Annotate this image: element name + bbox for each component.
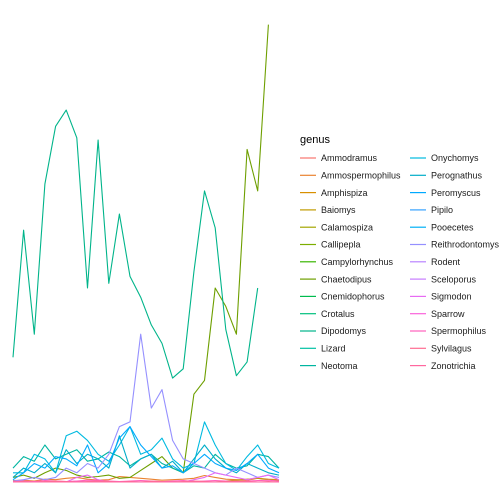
legend-label: Baiomys: [321, 205, 356, 215]
legend-label: Campylorhynchus: [321, 257, 394, 267]
legend-item-crotalus: Crotalus: [300, 309, 355, 319]
legend-label: Calamospiza: [321, 222, 373, 232]
series-line-reithrodontomys: [12, 333, 280, 482]
legend-label: Sceloporus: [431, 274, 477, 284]
series-line-onychomys: [13, 421, 280, 474]
series-line-ammospermophilus: [12, 474, 280, 482]
legend-item-campylorhynchus: Campylorhynchus: [300, 257, 394, 267]
legend-label: Callipepla: [321, 240, 361, 250]
series-line-dipodomys: [12, 109, 259, 379]
legend-title: genus: [300, 134, 330, 146]
legend-item-sceloporus: Sceloporus: [410, 274, 477, 284]
legend-label: Chaetodipus: [321, 274, 372, 284]
legend-label: Lizard: [321, 344, 346, 354]
legend-item-perognathus: Perognathus: [410, 171, 483, 181]
legend-item-ammodramus: Ammodramus: [300, 153, 378, 163]
legend-item-calamospiza: Calamospiza: [300, 222, 373, 232]
legend-label: Pipilo: [431, 205, 453, 215]
legend-item-dipodomys: Dipodomys: [300, 326, 367, 336]
legend-label: Rodent: [431, 257, 461, 267]
legend-label: Ammospermophilus: [321, 171, 401, 181]
legend-item-rodent: Rodent: [410, 257, 461, 267]
legend-label: Peromyscus: [431, 188, 481, 198]
legend-item-sparrow: Sparrow: [410, 309, 465, 319]
legend-item-amphispiza: Amphispiza: [300, 188, 368, 198]
legend-item-sylvilagus: Sylvilagus: [410, 344, 472, 354]
legend: genus Ammodramus Ammospermophilus Amphispi…: [300, 134, 500, 371]
legend-label: Amphispiza: [321, 188, 368, 198]
legend-label: Reithrodontomys: [431, 240, 500, 250]
series-line-chaetodipus: [12, 24, 269, 479]
legend-label: Crotalus: [321, 309, 355, 319]
legend-label: Neotoma: [321, 361, 358, 371]
legend-item-pooecetes: Pooecetes: [410, 222, 474, 232]
legend-item-ammospermophilus: Ammospermophilus: [300, 171, 401, 181]
series-line-perognathus: [12, 435, 280, 478]
legend-item-callipepla: Callipepla: [300, 240, 361, 250]
legend-item-baiomys: Baiomys: [300, 205, 356, 215]
legend-item-pipilo: Pipilo: [410, 205, 453, 215]
legend-item-spermophilus: Spermophilus: [410, 326, 487, 336]
plot-area: [12, 24, 280, 483]
legend-item-peromyscus: Peromyscus: [410, 188, 481, 198]
legend-label: Ammodramus: [321, 153, 378, 163]
legend-label: Zonotrichia: [431, 361, 476, 371]
legend-label: Dipodomys: [321, 326, 367, 336]
legend-item-cnemidophorus: Cnemidophorus: [300, 292, 385, 302]
legend-item-onychomys: Onychomys: [410, 153, 479, 163]
legend-item-chaetodipus: Chaetodipus: [300, 274, 372, 284]
legend-label: Onychomys: [431, 153, 479, 163]
legend-label: Cnemidophorus: [321, 292, 385, 302]
series-line-peromyscus: [12, 426, 280, 481]
legend-label: Perognathus: [431, 171, 483, 181]
legend-items: Ammodramus Ammospermophilus Amphispiza Baio…: [300, 153, 500, 371]
legend-item-zonotrichia: Zonotrichia: [410, 361, 476, 371]
legend-label: Sylvilagus: [431, 344, 472, 354]
legend-label: Sparrow: [431, 309, 465, 319]
legend-label: Sigmodon: [431, 292, 472, 302]
legend-label: Spermophilus: [431, 326, 487, 336]
legend-item-neotoma: Neotoma: [300, 361, 358, 371]
legend-item-reithrodontomys: Reithrodontomys: [410, 240, 500, 250]
legend-item-lizard: Lizard: [300, 344, 346, 354]
legend-label: Pooecetes: [431, 222, 474, 232]
legend-item-sigmodon: Sigmodon: [410, 292, 472, 302]
